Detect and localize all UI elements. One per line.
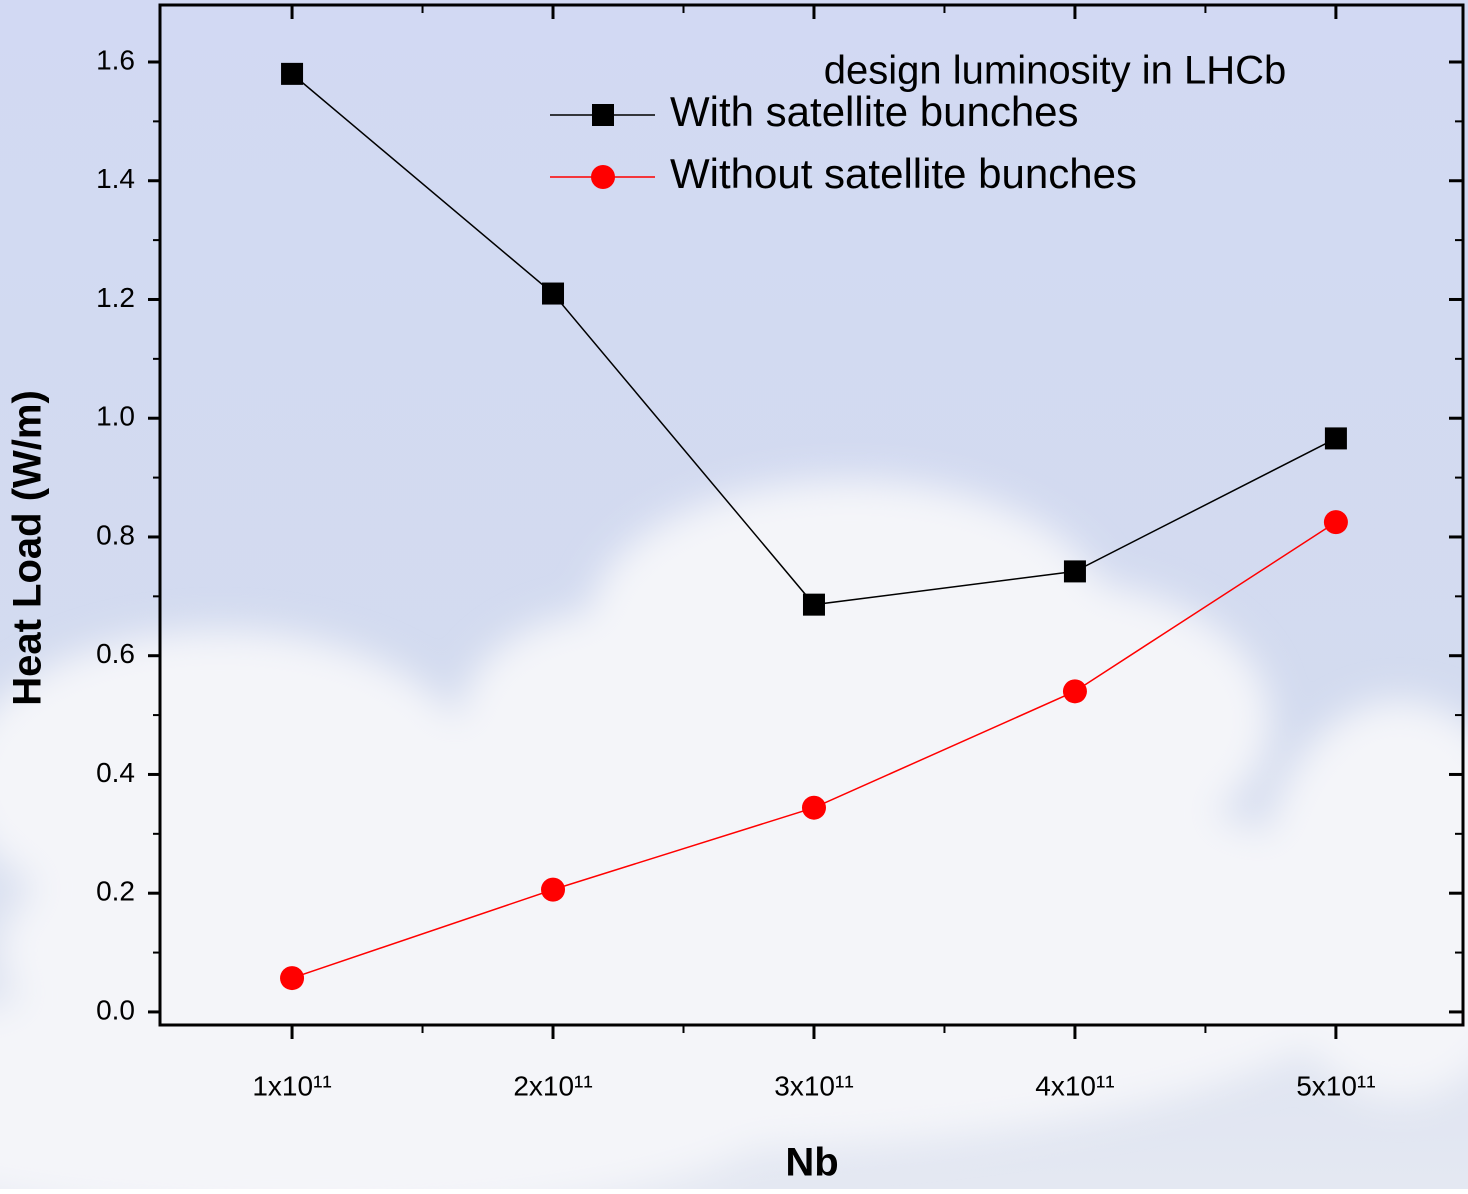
y-tick-label: 1.4: [96, 163, 135, 194]
legend-label: Without satellite bunches: [670, 150, 1137, 197]
chart: design luminosity in LHCb Nb Heat Load (…: [0, 0, 1468, 1189]
data-point: [803, 594, 825, 616]
data-point: [281, 63, 303, 85]
y-tick-label: 0.2: [96, 876, 135, 907]
annotation: design luminosity in LHCb: [824, 49, 1286, 93]
x-tick-label: 4x10¹¹: [1035, 1070, 1114, 1101]
data-point: [1324, 510, 1348, 534]
legend-label: With satellite bunches: [670, 88, 1079, 135]
y-tick-label: 0.4: [96, 757, 135, 788]
page: design luminosity in LHCb Nb Heat Load (…: [0, 0, 1468, 1194]
y-tick-label: 1.6: [96, 44, 135, 75]
y-tick-label: 1.0: [96, 401, 135, 432]
x-axis-title: Nb: [785, 1141, 838, 1185]
y-tick-label: 0.8: [96, 519, 135, 550]
y-tick-label: 0.6: [96, 638, 135, 669]
data-point: [1064, 560, 1086, 582]
data-point: [542, 283, 564, 305]
data-point: [280, 966, 304, 990]
x-tick-label: 5x10¹¹: [1296, 1070, 1375, 1101]
legend-marker: [592, 104, 614, 126]
y-tick-label: 0.0: [96, 994, 135, 1025]
x-tick-label: 2x10¹¹: [513, 1070, 592, 1101]
y-axis-title: Heat Load (W/m): [6, 390, 50, 706]
legend-marker: [591, 165, 615, 189]
data-point: [1063, 679, 1087, 703]
x-tick-label: 3x10¹¹: [774, 1070, 853, 1101]
data-point: [541, 878, 565, 902]
data-point: [802, 796, 826, 820]
x-tick-label: 1x10¹¹: [252, 1070, 331, 1101]
y-tick-label: 1.2: [96, 282, 135, 313]
data-point: [1325, 427, 1347, 449]
